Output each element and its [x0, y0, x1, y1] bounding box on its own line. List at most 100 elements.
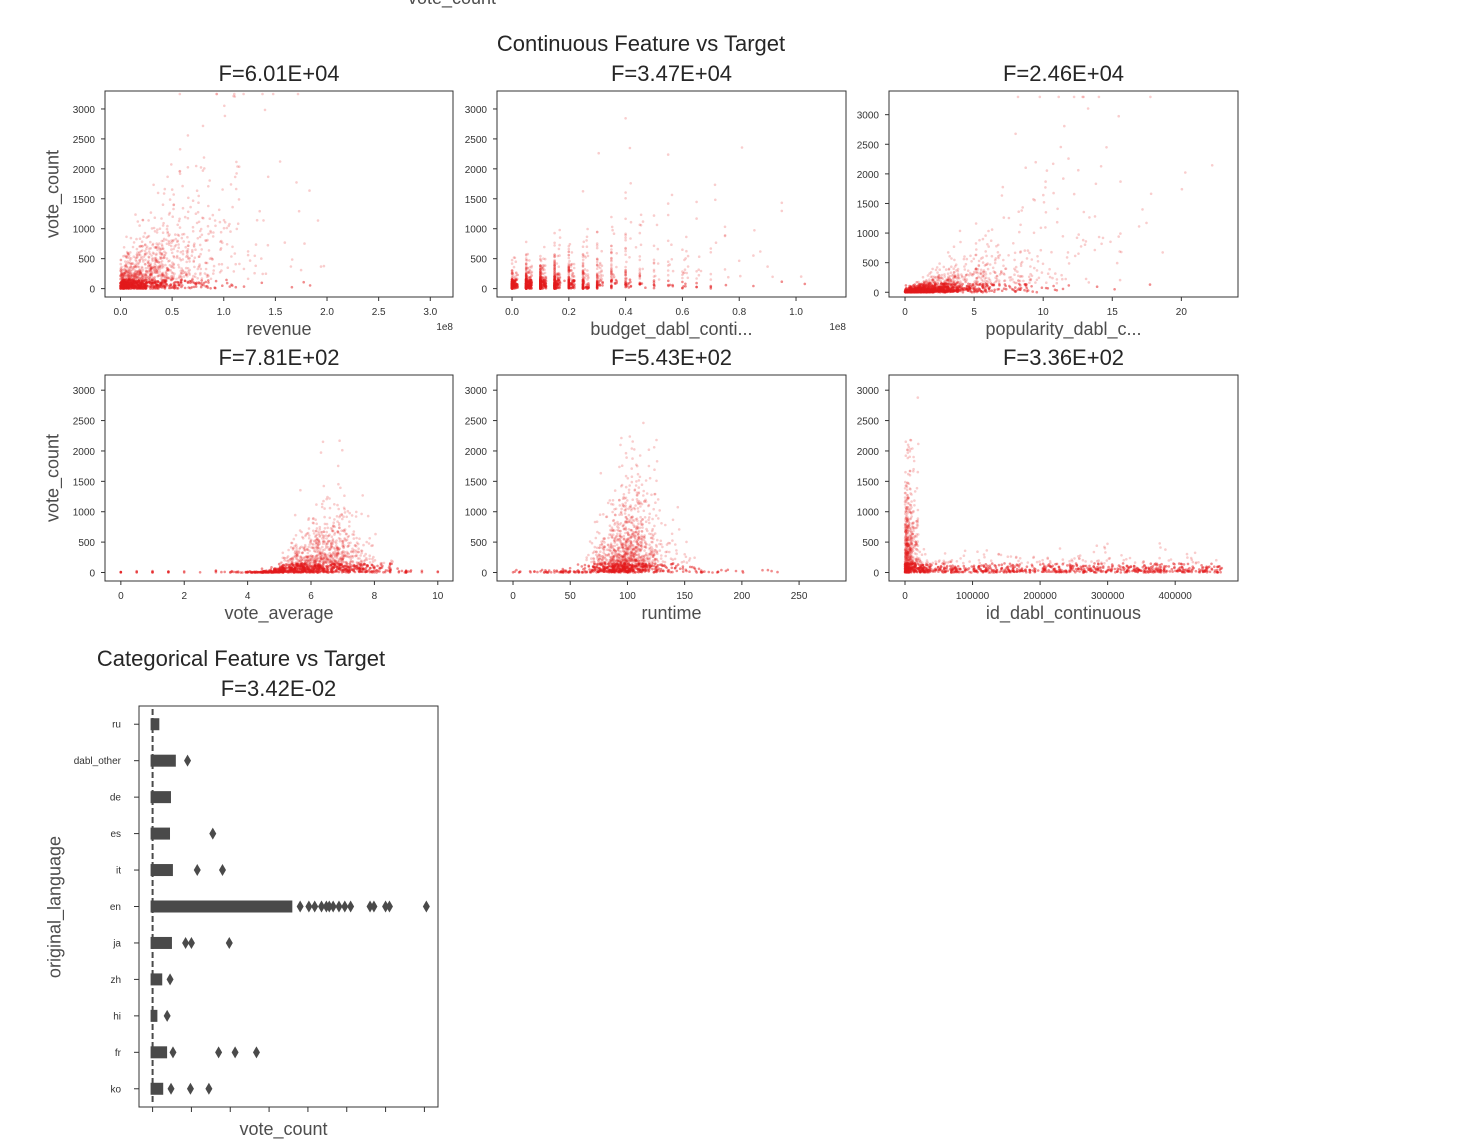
scatter-point — [164, 251, 168, 255]
scatter-point — [138, 273, 142, 276]
scatter-point — [1039, 226, 1043, 230]
scatter-point — [624, 249, 627, 253]
scatter-point — [975, 270, 979, 274]
scatter-point — [944, 286, 948, 289]
scatter-point — [152, 265, 155, 268]
scatter-point — [165, 277, 169, 281]
scatter-point — [172, 203, 176, 206]
scatter-point — [947, 282, 951, 286]
scatter-point — [254, 264, 257, 268]
scatter-point — [931, 279, 934, 282]
scatter-point — [315, 538, 318, 542]
scatter-point — [539, 271, 542, 275]
scatter-point — [986, 262, 989, 265]
scatter-point — [998, 284, 1001, 287]
scatter-point — [524, 257, 528, 260]
scatter-point — [130, 266, 133, 269]
scatter-point — [320, 551, 323, 554]
scatter-point — [524, 271, 528, 275]
scatter-point — [539, 267, 542, 271]
scatter-point — [158, 273, 161, 276]
scatter-point — [952, 289, 955, 292]
scatter-point — [307, 527, 311, 530]
scatter-point — [160, 239, 164, 243]
x-tick-label: 0.0 — [114, 307, 128, 318]
scatter-point — [341, 558, 344, 561]
scatter-point — [167, 276, 170, 280]
scatter-point — [528, 276, 531, 279]
scatter-point — [1061, 235, 1065, 238]
scatter-point — [320, 552, 323, 556]
scatter-point — [995, 275, 999, 278]
scatter-point — [234, 262, 237, 266]
scatter-point — [917, 280, 920, 284]
scatter-point — [248, 259, 252, 262]
scatter-point — [176, 233, 180, 237]
x-tick-label: 1.5 — [268, 307, 282, 318]
scatter-point — [727, 275, 730, 279]
scatter-point — [510, 273, 514, 277]
scatter-point — [553, 276, 556, 280]
scatter-point — [527, 270, 531, 274]
scatter-point — [624, 117, 627, 120]
scatter-point — [360, 549, 364, 553]
scatter-point — [334, 554, 337, 558]
scatter-point — [202, 216, 205, 220]
scatter-point — [971, 274, 974, 277]
scatter-point — [553, 261, 556, 264]
scatter-point — [129, 257, 133, 260]
scatter-point — [964, 273, 968, 277]
scatter-point — [283, 241, 287, 244]
scatter-point — [581, 279, 585, 283]
scatter-point — [135, 272, 139, 275]
scatter-point — [121, 272, 125, 276]
scatter-point — [1008, 276, 1011, 279]
scatter-point — [145, 269, 148, 273]
scatter-point — [128, 275, 131, 278]
scatter-point — [348, 562, 352, 566]
scatter-point — [183, 286, 187, 290]
scatter-point — [337, 558, 341, 561]
scatter-point — [120, 272, 123, 275]
scatter-point — [302, 546, 305, 549]
scatter-point — [135, 237, 138, 241]
scatter-point — [977, 259, 981, 263]
scatter-point — [1017, 279, 1020, 283]
scatter-point — [204, 261, 207, 265]
scatter-point — [931, 279, 934, 282]
scatter-point — [1067, 157, 1070, 160]
scatter-point — [133, 274, 136, 277]
scatter-point — [586, 254, 590, 258]
scatter-point — [610, 269, 613, 273]
scatter-point — [351, 550, 355, 553]
scatter-point — [629, 182, 632, 185]
scatter-point — [300, 545, 303, 549]
scatter-point — [723, 234, 727, 237]
scatter-point — [582, 275, 586, 279]
scatter-point — [585, 239, 588, 242]
scatter-point — [285, 559, 289, 563]
scatter-point — [332, 524, 336, 528]
scatter-point — [638, 273, 642, 277]
scatter-point — [149, 273, 153, 277]
scatter-point — [1086, 107, 1090, 110]
scatter-point — [227, 224, 230, 228]
scatter-point — [166, 267, 169, 270]
scatter-point — [179, 272, 183, 275]
scatter-point — [929, 281, 932, 285]
scatter-point — [156, 246, 159, 249]
scatter-point — [1035, 278, 1039, 282]
scatter-point — [528, 269, 532, 273]
scatter-point — [196, 210, 200, 214]
scatter-point — [137, 252, 141, 255]
scatter-point — [567, 279, 571, 283]
scatter-point — [553, 270, 556, 273]
scatter-point — [524, 284, 528, 288]
scatter-point — [1025, 257, 1029, 260]
scatter-point — [163, 285, 167, 288]
scatter-point — [162, 237, 166, 241]
scatter-point — [386, 569, 390, 572]
scatter-point — [539, 275, 542, 279]
scatter-point — [956, 287, 960, 290]
scatter-point — [293, 550, 297, 553]
